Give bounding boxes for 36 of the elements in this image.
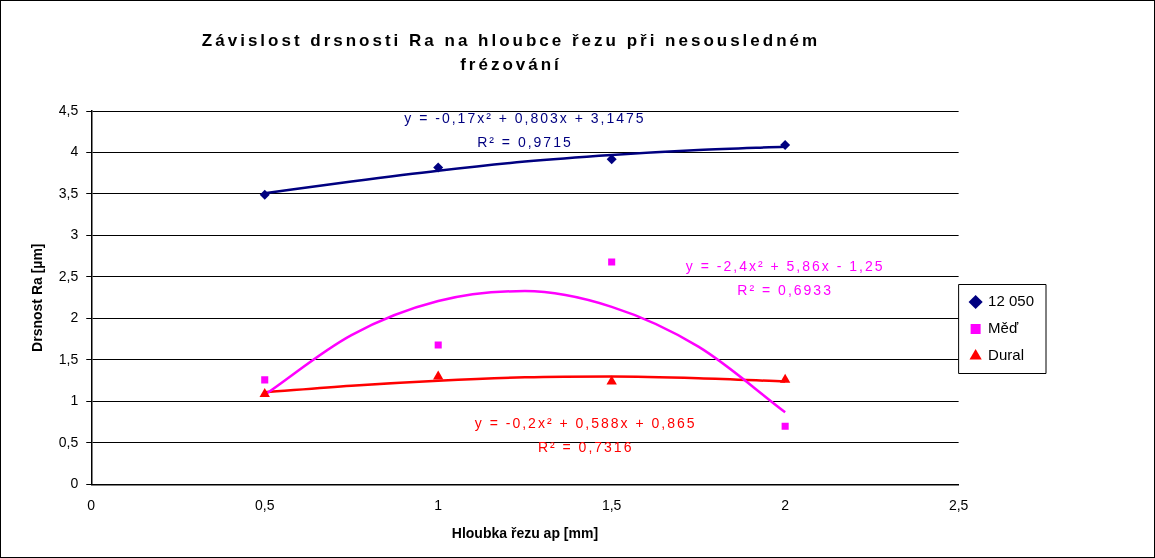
annotation: y = -0,17x² + 0,803x + 3,1475 R² = 0,9715 [404,110,646,151]
legend-label: Měď [988,319,1019,337]
x-tick-label: 2 [781,496,790,513]
y-tick-label: 4 [70,143,79,160]
y-tick-label: 1 [70,392,79,409]
point [606,375,617,385]
point [433,162,444,173]
x-tick-label: 2,5 [948,496,969,513]
annotation: y = -0,2x² + 0,588x + 0,865 R² = 0,7316 [474,414,697,455]
y-tick-label: 0,5 [58,433,79,450]
point [779,373,791,383]
point [259,387,270,397]
y-tick-label: 2 [70,309,79,326]
y-axis-title: Drsnost Ra [µm] [29,243,46,352]
y-tick-label: 4,5 [58,101,79,118]
point [259,189,270,200]
legend-label: 12 050 [988,292,1035,310]
y-tick-label: 2,5 [58,267,79,284]
y-tick-label: 1,5 [58,350,79,367]
y-tick-label: 3,5 [58,184,79,201]
chart-title: Závislost drsnosti Ra na hloubce řezu při nesousledném frézování [200,30,822,76]
x-tick-label: 0,5 [255,496,275,513]
y-tick-label: 3 [70,226,79,243]
x-axis-title: Hloubka řezu ap [mm] [451,525,599,542]
x-tick-label: 1 [434,496,443,513]
point [433,370,444,380]
x-tick-label: 1,5 [601,496,622,513]
point [608,258,616,266]
legend-label: Dural [988,346,1024,364]
point [434,341,442,349]
y-tick-label: 0 [70,475,79,492]
point [261,376,269,384]
point [780,140,791,151]
annotation: y = -2,4x² + 5,86x - 1,25 R² = 0,6933 [685,257,885,298]
x-tick-label: 0 [87,496,96,513]
point [781,422,789,430]
